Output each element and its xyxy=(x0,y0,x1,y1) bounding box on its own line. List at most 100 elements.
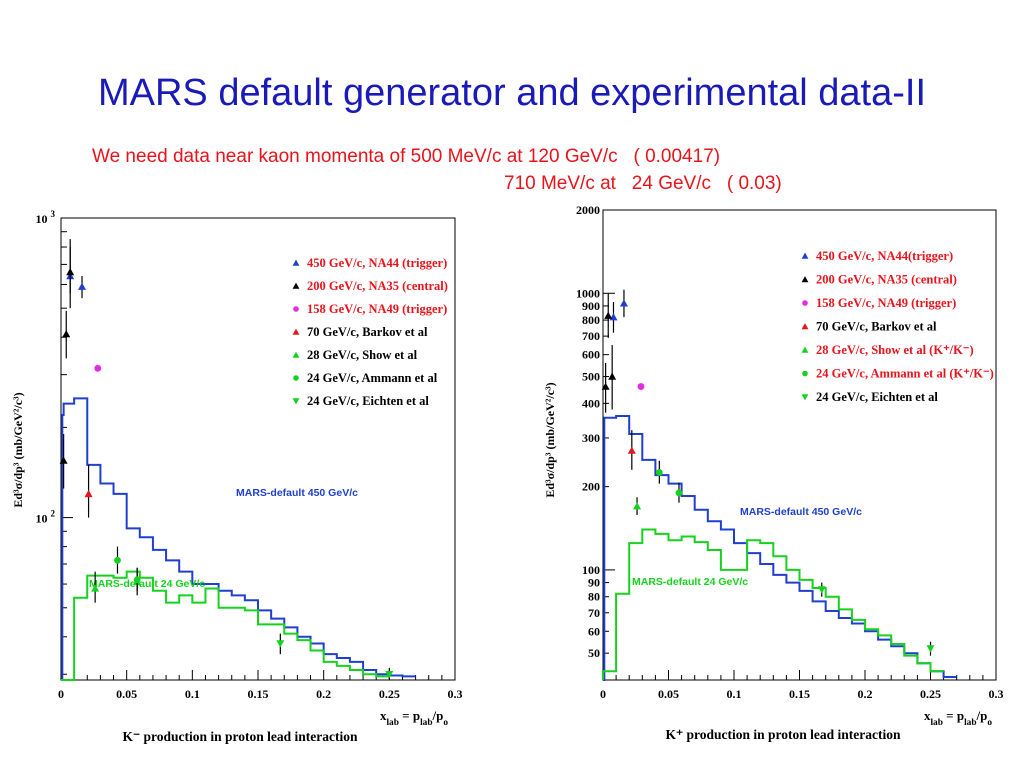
kplus-legend-label: 200 GeV/c, NA35 (central) xyxy=(816,273,957,287)
kminus-chart-title: K⁻ production in proton lead interaction xyxy=(122,729,358,744)
kminus-legend-marker xyxy=(292,328,300,335)
kminus-legend-label: 450 GeV/c, NA44 (trigger) xyxy=(307,256,447,270)
kminus-data-point xyxy=(84,489,93,498)
kminus-legend-label: 158 GeV/c, NA49 (trigger) xyxy=(307,302,447,316)
kplus-legend-label: 158 GeV/c, NA49 (trigger) xyxy=(816,296,956,310)
kminus-data-point xyxy=(78,282,87,290)
kminus-legend-marker xyxy=(292,282,300,289)
kminus-legend-label: 70 GeV/c, Barkov et al xyxy=(307,325,428,339)
kplus-curve-mars-24 xyxy=(602,528,944,680)
kplus-ylabel: Ed³σ/dp³ (mb/GeV²/c³) xyxy=(543,382,557,497)
kminus-legend-label: 28 GeV/c, Show et al xyxy=(307,348,418,362)
kplus-xtick-label: 0.15 xyxy=(789,687,810,701)
kminus-data-point xyxy=(133,576,141,584)
kplus-ytick-label: 800 xyxy=(582,313,600,327)
kminus-data-point xyxy=(114,556,121,564)
kplus-data-point xyxy=(655,469,663,476)
kminus-legend-label: 24 GeV/c, Ammann et al xyxy=(307,371,438,385)
kplus-chart-title: K⁺ production in proton lead interaction xyxy=(665,727,901,742)
kplus-legend-label: 24 GeV/c, Ammann et al (K⁺/K⁻) xyxy=(816,367,994,381)
kplus-ytick-label: 600 xyxy=(582,348,600,362)
kminus-xtick-label: 0 xyxy=(58,687,64,701)
kplus-legend-label: 28 GeV/c, Show et al (K⁺/K⁻) xyxy=(816,343,974,357)
kplus-data-point xyxy=(608,372,617,380)
kplus-data-point xyxy=(633,502,642,510)
kplus-ytick-label: 900 xyxy=(582,299,600,313)
kplus-legend-marker xyxy=(802,300,808,306)
kplus-xtick-label: 0.3 xyxy=(989,687,1004,701)
kplus-legend-label: 450 GeV/c, NA44(trigger) xyxy=(816,249,953,263)
kplus-data-point xyxy=(926,645,935,653)
kplus-xtick-label: 0 xyxy=(600,687,606,701)
kminus-xlabel: xlab = plab/po xyxy=(380,708,448,728)
kplus-data-point xyxy=(817,586,826,594)
kminus-legend-marker xyxy=(293,375,299,381)
kplus-xtick-label: 0.2 xyxy=(858,687,873,701)
kplus-data-point xyxy=(627,446,636,454)
kplus-xtick-label: 0.05 xyxy=(658,687,679,701)
kplus-ytick-label: 70 xyxy=(588,606,600,620)
kminus-data-point xyxy=(276,640,285,648)
kplus-ytick-label: 60 xyxy=(588,624,600,638)
kplus-curve-label: MARS-default 24 GeV/c xyxy=(632,576,748,588)
slide-title: MARS default generator and experimental … xyxy=(97,72,927,114)
kminus-xtick-label: 0.1 xyxy=(185,687,200,701)
kplus-ytick-label: 90 xyxy=(588,576,600,590)
kminus-xtick-label: 0.25 xyxy=(379,687,400,701)
note-line-2: 710 MeV/c at 24 GeV/c ( 0.03) xyxy=(504,173,782,194)
kplus-curve-label: MARS-default 450 GeV/c xyxy=(740,506,862,518)
kplus-ytick-label: 700 xyxy=(582,329,600,343)
kminus-data-point xyxy=(94,364,102,372)
kminus-plot: 0 0.05 0.1 0.15 0.2 0.25 0.3 10 3 10 2 MARS-defau… xyxy=(11,209,463,744)
kplus-legend-label: 24 GeV/c, Eichten et al xyxy=(816,390,938,404)
kminus-curve-mars-24 xyxy=(61,570,390,681)
kminus-curve-label: MARS-default 24 GeV/c xyxy=(89,578,205,590)
kplus-legend-label: 70 GeV/c, Barkov et al xyxy=(816,320,937,334)
kplus-ytick-label: 2000 xyxy=(576,203,600,217)
kminus-legend-marker xyxy=(292,351,300,358)
kplus-xtick-label: 0.25 xyxy=(920,687,941,701)
kplus-data-point xyxy=(675,489,683,497)
kminus-xtick-label: 0.3 xyxy=(448,687,463,701)
kplus-ytick-label: 100 xyxy=(582,563,600,577)
kminus-ylabel: Ed³σ/dp³ (mb/GeV²/c³) xyxy=(11,392,25,507)
kminus-data-point xyxy=(62,330,71,338)
kplus-legend-marker xyxy=(801,252,809,259)
kplus-ytick-label: 200 xyxy=(582,480,600,494)
kminus-ytick-label: 10 2 xyxy=(36,509,56,526)
kplus-legend-marker xyxy=(801,394,809,401)
kminus-curve-mars-450 xyxy=(61,397,416,681)
kminus-data-point xyxy=(66,268,75,276)
kplus-legend-marker xyxy=(802,370,808,377)
kminus-ytick-label: 10 3 xyxy=(36,209,56,226)
kplus-data-point xyxy=(601,382,610,390)
kminus-curve-label: MARS-default 450 GeV/c xyxy=(236,487,358,499)
kminus-xtick-label: 0.15 xyxy=(248,687,269,701)
kminus-legend-marker xyxy=(292,398,300,405)
kplus-legend-marker xyxy=(801,276,809,283)
note-line-1: We need data near kaon momenta of 500 Me… xyxy=(92,146,721,167)
kplus-xlabel: xlab = plab/po xyxy=(924,708,992,728)
kplus-data-point xyxy=(604,311,613,319)
kplus-xtick-label: 0.1 xyxy=(727,687,742,701)
kplus-legend-marker xyxy=(801,323,809,330)
kminus-data-point xyxy=(385,671,394,679)
kminus-data-point xyxy=(59,456,68,464)
kplus-ytick-label: 1000 xyxy=(576,286,600,300)
kminus-legend-marker xyxy=(292,259,300,266)
kplus-curve-mars-450 xyxy=(603,415,957,681)
kminus-legend-label: 24 GeV/c, Eichten et al xyxy=(307,394,429,408)
kminus-legend-marker xyxy=(293,306,299,312)
kplus-data-point xyxy=(619,299,628,307)
kplus-ytick-label: 50 xyxy=(588,646,600,660)
kminus-xtick-label: 0.05 xyxy=(116,687,137,701)
kplus-ytick-label: 300 xyxy=(582,431,600,445)
kplus-legend-marker xyxy=(801,346,809,353)
kminus-xtick-label: 0.2 xyxy=(316,687,331,701)
kplus-ytick-label: 80 xyxy=(588,590,600,604)
kplus-ytick-label: 500 xyxy=(582,370,600,384)
kminus-data-point xyxy=(91,584,100,592)
